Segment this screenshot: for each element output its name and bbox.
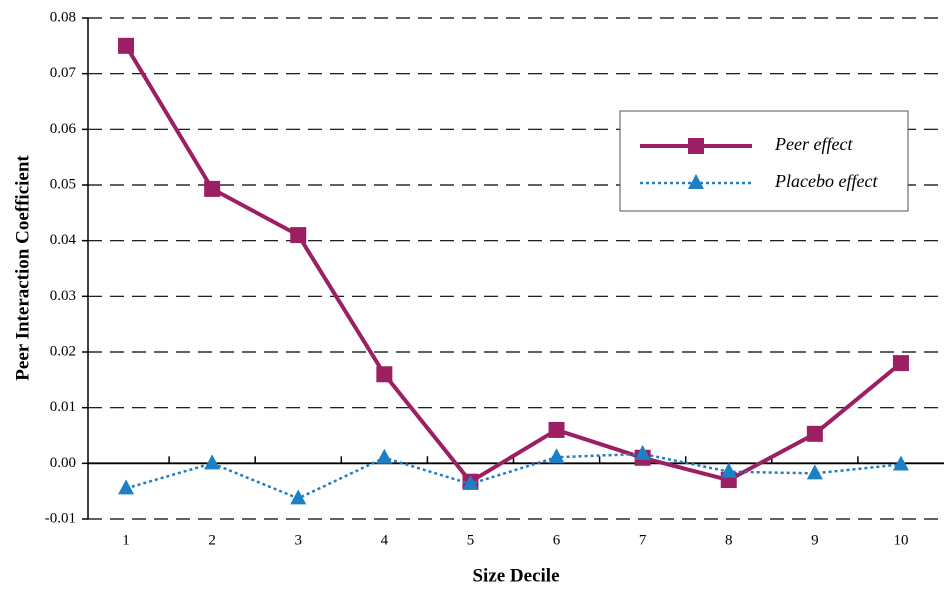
x-tick-label: 9	[811, 532, 819, 548]
y-tick-label: 0.01	[50, 399, 76, 415]
point	[806, 464, 823, 480]
y-tick-label: 0.08	[50, 9, 76, 25]
x-tick-label: 5	[467, 532, 475, 548]
point	[688, 138, 704, 154]
point	[118, 37, 135, 54]
legend-label: Placebo effect	[774, 171, 878, 191]
y-tick-label: -0.01	[45, 510, 76, 526]
legend-label: Peer effect	[774, 134, 853, 154]
y-tick-label: 0.03	[50, 288, 76, 304]
x-tick-label: 8	[725, 532, 733, 548]
x-tick-label: 2	[208, 532, 216, 548]
x-axis-label: Size Decile	[472, 565, 559, 586]
series-line	[124, 44, 903, 484]
point	[634, 444, 651, 460]
x-tick-label: 4	[381, 532, 389, 548]
point	[806, 425, 823, 442]
point	[548, 448, 565, 464]
point	[376, 448, 393, 464]
point	[892, 355, 909, 372]
point	[290, 489, 307, 505]
x-tick-label: 3	[295, 532, 303, 548]
y-tick-label: 0.00	[50, 455, 76, 471]
point	[204, 454, 221, 470]
y-tick-label: 0.06	[50, 121, 77, 137]
point	[118, 479, 135, 495]
x-tick-label: 1	[122, 532, 130, 548]
y-tick-label: 0.05	[50, 176, 76, 192]
point	[688, 174, 704, 189]
point	[892, 455, 909, 471]
x-tick-label: 10	[893, 532, 908, 548]
point	[720, 462, 737, 478]
point	[376, 366, 393, 383]
y-tick-label: 0.04	[50, 232, 77, 248]
x-tick-label: 6	[553, 532, 561, 548]
y-tick-label: 0.07	[50, 65, 77, 81]
y-axis-label: Peer Interaction Coefficient	[12, 155, 33, 381]
x-tick-label: 7	[639, 532, 647, 548]
y-tick-label: 0.02	[50, 343, 76, 359]
point	[290, 227, 307, 244]
point	[548, 421, 565, 438]
point	[204, 180, 221, 197]
legend-box	[619, 110, 909, 212]
point	[462, 474, 479, 490]
